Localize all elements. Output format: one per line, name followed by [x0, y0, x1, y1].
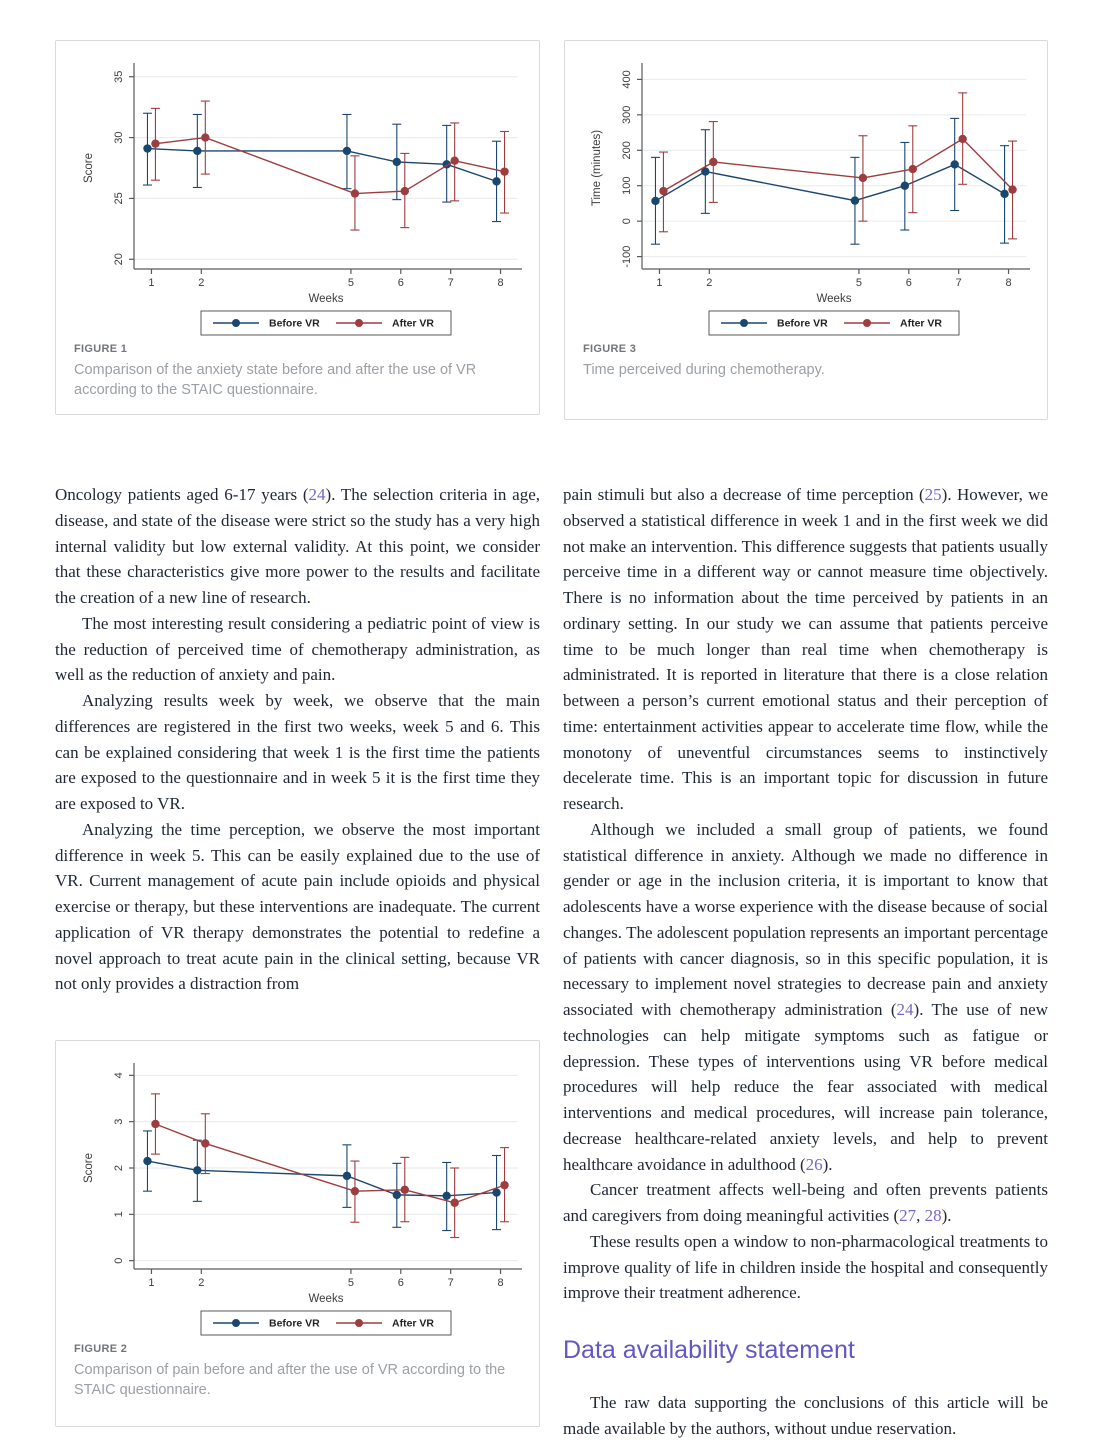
- svg-text:1: 1: [656, 277, 662, 289]
- svg-text:8: 8: [1005, 277, 1011, 289]
- paragraph: Analyzing the time perception, we observ…: [55, 819, 540, 994]
- svg-text:6: 6: [397, 277, 403, 289]
- right-column-text: pain stimuli but also a decrease of time…: [563, 482, 1048, 1306]
- citation-link[interactable]: 24: [308, 485, 326, 504]
- series-before-vr: [142, 1130, 501, 1232]
- figure1-caption-block: FIGURE 1 Comparison of the anxiety state…: [56, 341, 539, 400]
- svg-text:5: 5: [347, 1277, 353, 1289]
- svg-text:8: 8: [497, 277, 503, 289]
- data-availability-text: The raw data supporting the conclusions …: [563, 1390, 1048, 1442]
- svg-text:2: 2: [198, 1277, 204, 1289]
- svg-text:2: 2: [198, 277, 204, 289]
- right-column: pain stimuli but also a decrease of time…: [563, 482, 1048, 1441]
- figure3-caption: Time perceived during chemotherapy.: [583, 362, 825, 378]
- svg-text:5: 5: [347, 277, 353, 289]
- chart-legend: Before VR After VR: [708, 310, 960, 336]
- figure1-caption: Comparison of the anxiety state before a…: [74, 362, 477, 398]
- svg-text:-100: -100: [621, 246, 633, 268]
- svg-text:1: 1: [113, 1211, 125, 1217]
- series-after-vr: [150, 1093, 509, 1239]
- paragraph: Oncology patients aged 6-17 years (24). …: [55, 485, 540, 607]
- paragraph: Analyzing results week by week, we obser…: [55, 691, 540, 813]
- y-axis-title: Score: [83, 153, 95, 183]
- plot-grid: [133, 1074, 518, 1262]
- paragraph: Although we included a small group of pa…: [563, 819, 1048, 1174]
- paragraph: pain stimuli but also a decrease of time…: [563, 485, 1048, 813]
- legend-label: Before VR: [777, 318, 828, 330]
- citation-link[interactable]: 25: [924, 485, 942, 504]
- figure2-panel: 0 1 2 3 4 Score 1 2 5 6 7 8 Weeks Before VR After VR F…: [55, 1040, 540, 1427]
- figure3-caption-block: FIGURE 3 Time perceived during chemother…: [565, 341, 1047, 380]
- svg-text:6: 6: [906, 277, 912, 289]
- svg-text:0: 0: [621, 218, 633, 224]
- svg-text:400: 400: [621, 70, 633, 88]
- citation-link[interactable]: 26: [805, 1154, 823, 1174]
- paragraph: Cancer treatment affects well-being and …: [563, 1180, 1048, 1225]
- svg-text:30: 30: [113, 131, 125, 143]
- x-axis: 1 2 5 6 7 8 Weeks: [133, 268, 522, 305]
- svg-text:1: 1: [148, 277, 154, 289]
- citation-link[interactable]: 24: [896, 1000, 914, 1019]
- figure2-caption-block: FIGURE 2 Comparison of pain before and a…: [56, 1341, 539, 1400]
- series-before-vr: [650, 117, 1010, 245]
- svg-text:4: 4: [113, 1072, 125, 1078]
- legend-label: Before VR: [269, 1318, 320, 1330]
- figure2-caption: Comparison of pain before and after the …: [74, 1362, 506, 1398]
- series-after-vr: [658, 92, 1018, 240]
- citation-link[interactable]: 27: [899, 1206, 917, 1225]
- svg-text:200: 200: [621, 141, 633, 159]
- x-axis: 1 2 5 6 7 8 Weeks: [642, 268, 1030, 305]
- svg-text:35: 35: [113, 71, 125, 83]
- figure3-time-chart: -100 0 100 200 300 400 Time (minutes) 1 2 5 6 7 8 Wee…: [591, 63, 1030, 336]
- svg-text:7: 7: [447, 1277, 453, 1289]
- figure3-panel: -100 0 100 200 300 400 Time (minutes) 1 2 5 6 7 8 Wee…: [564, 40, 1048, 420]
- x-axis-title: Weeks: [817, 293, 852, 305]
- series-before-vr: [142, 112, 501, 223]
- x-axis-title: Weeks: [308, 293, 343, 305]
- svg-text:7: 7: [956, 277, 962, 289]
- x-axis-title: Weeks: [308, 1293, 343, 1305]
- y-axis-title: Score: [83, 1153, 95, 1183]
- svg-text:0: 0: [113, 1258, 125, 1264]
- legend-label: After VR: [900, 318, 942, 330]
- paragraph: The raw data supporting the conclusions …: [563, 1392, 1048, 1438]
- series-after-vr: [150, 100, 509, 231]
- figure3-label: FIGURE 3: [583, 343, 637, 355]
- paragraph: These results open a window to non-pharm…: [563, 1231, 1048, 1303]
- svg-text:300: 300: [621, 106, 633, 124]
- chart-legend: Before VR After VR: [200, 1310, 451, 1336]
- legend-label: After VR: [392, 318, 434, 330]
- paragraph: The most interesting result considering …: [55, 613, 540, 685]
- figure1-panel: 20 25 30 35 Score 1 2 5 6 7 8 Weeks Before VR After V…: [55, 40, 540, 415]
- svg-text:5: 5: [856, 277, 862, 289]
- svg-text:2: 2: [113, 1165, 125, 1171]
- x-axis: 1 2 5 6 7 8 Weeks: [133, 1268, 522, 1305]
- y-axis: 20 25 30 35 Score: [83, 63, 135, 269]
- figure1-label: FIGURE 1: [74, 343, 128, 355]
- y-axis: 0 1 2 3 4 Score: [83, 1063, 135, 1269]
- svg-text:2: 2: [706, 277, 712, 289]
- svg-text:1: 1: [148, 1277, 154, 1289]
- svg-text:7: 7: [447, 277, 453, 289]
- y-axis-title: Time (minutes): [591, 130, 603, 206]
- plot-grid: [133, 76, 518, 260]
- left-column: Oncology patients aged 6-17 years (24). …: [55, 482, 540, 997]
- chart-legend: Before VR After VR: [200, 310, 451, 336]
- figure2-pain-chart: 0 1 2 3 4 Score 1 2 5 6 7 8 Weeks Before VR After VR: [83, 1063, 522, 1336]
- legend-label: Before VR: [269, 318, 320, 330]
- svg-text:6: 6: [397, 1277, 403, 1289]
- svg-text:100: 100: [621, 177, 633, 195]
- plot-grid: [642, 78, 1026, 258]
- legend-label: After VR: [392, 1318, 434, 1330]
- figure2-label: FIGURE 2: [74, 1343, 128, 1355]
- svg-text:25: 25: [113, 192, 125, 204]
- svg-text:8: 8: [497, 1277, 503, 1289]
- svg-text:20: 20: [113, 253, 125, 265]
- data-availability-heading: Data availability statement: [563, 1336, 855, 1364]
- y-axis: -100 0 100 200 300 400 Time (minutes): [591, 63, 643, 269]
- svg-text:3: 3: [113, 1119, 125, 1125]
- citation-link[interactable]: 28: [924, 1206, 942, 1225]
